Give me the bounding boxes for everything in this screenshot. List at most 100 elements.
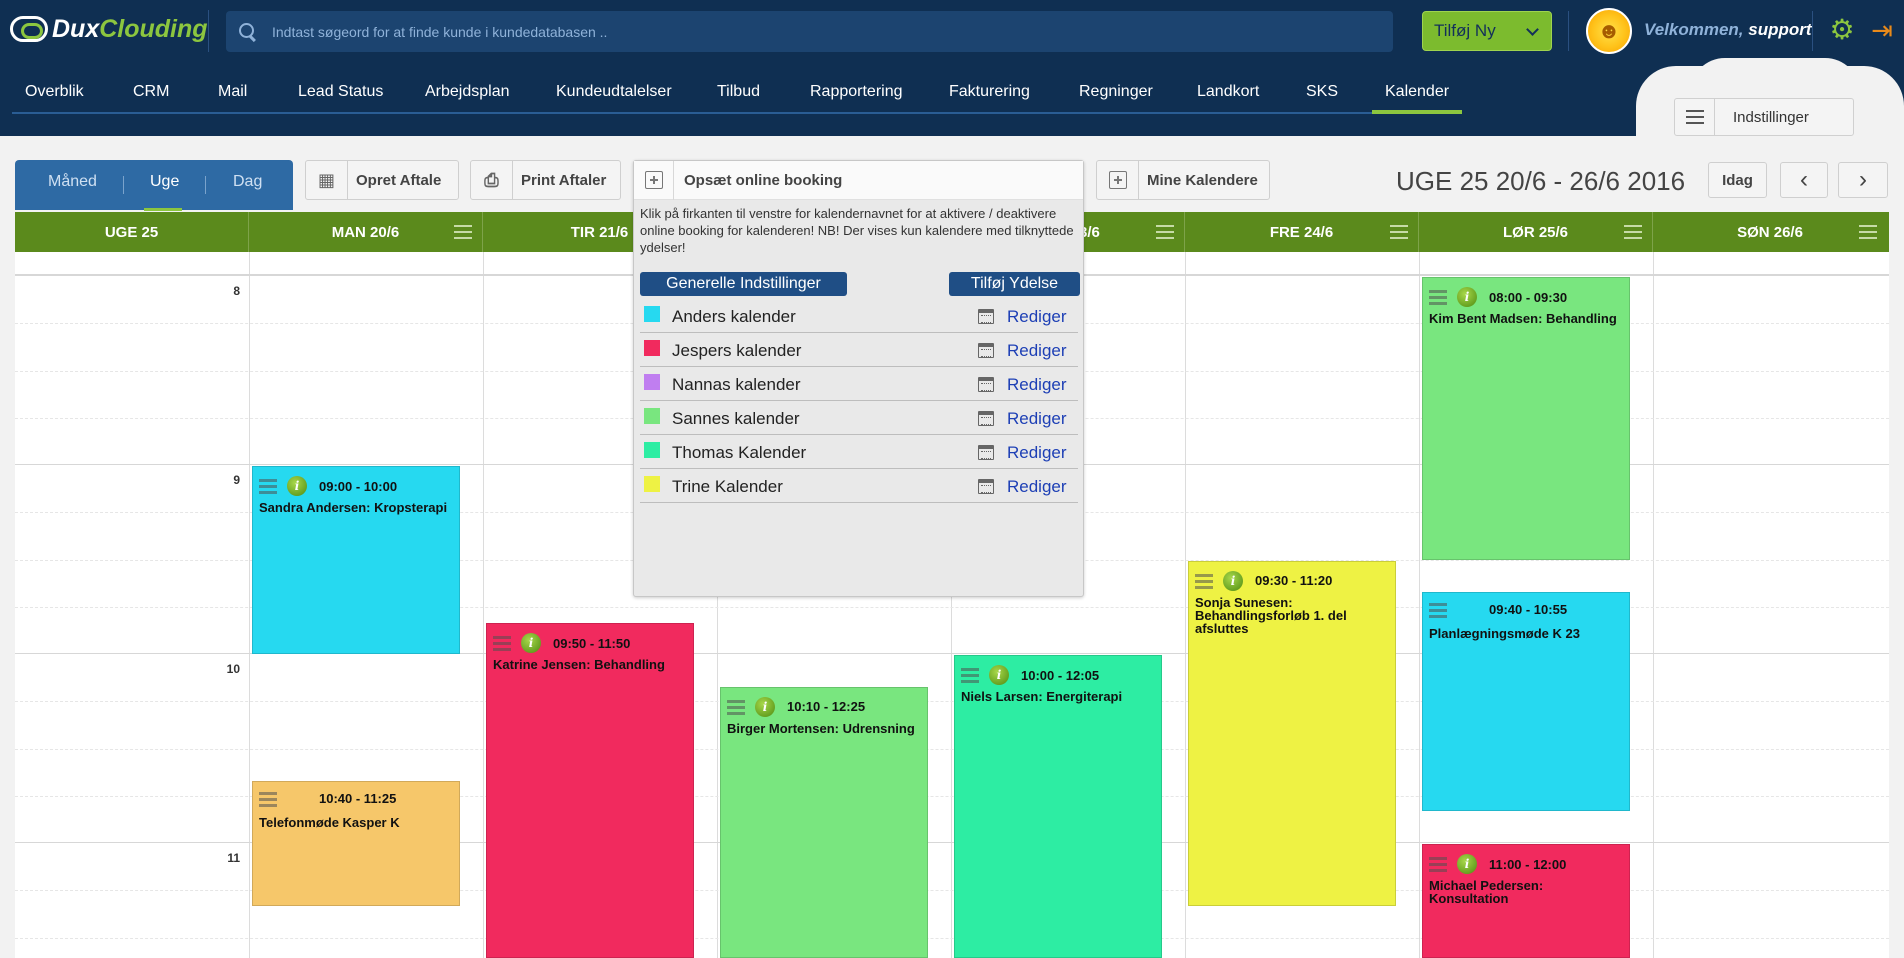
- booking-toggle-checkbox[interactable]: [644, 340, 660, 356]
- calendar-event[interactable]: i 10:10 - 12:25 Birger Mortensen: Udrensni…: [720, 686, 928, 958]
- today-button[interactable]: Idag: [1708, 162, 1767, 198]
- print-appointments-button[interactable]: ⎙ Print Aftaler: [470, 160, 621, 200]
- event-header: i 10:00 - 12:05: [961, 665, 1099, 685]
- nav-item-crm[interactable]: CRM: [133, 83, 170, 100]
- quarter-line: [15, 890, 1889, 892]
- calendar-event[interactable]: i 09:00 - 10:00 Sandra Andersen: Kropstera…: [252, 466, 460, 654]
- day-header: SØN 26/6: [1653, 212, 1887, 252]
- hour-label: 11: [227, 851, 240, 865]
- booking-toggle-checkbox[interactable]: [644, 408, 660, 424]
- gear-icon[interactable]: ⚙: [1829, 14, 1855, 45]
- calendar-event[interactable]: i 10:00 - 12:05 Niels Larsen: Energiterapi: [954, 655, 1162, 958]
- nav-item-regninger[interactable]: Regninger: [1079, 83, 1153, 100]
- my-calendars-button[interactable]: Mine Kalendere: [1096, 160, 1270, 200]
- search-input[interactable]: Indtast søgeord for at finde kunde i kun…: [272, 23, 608, 40]
- app-logo[interactable]: Dux Clouding: [10, 10, 208, 48]
- create-appointment-button[interactable]: ▦ Opret Aftale: [305, 160, 459, 200]
- day-menu-icon[interactable]: [454, 225, 472, 239]
- day-menu-icon[interactable]: [1859, 225, 1877, 239]
- nav-item-lead-status[interactable]: Lead Status: [298, 83, 384, 100]
- calendar-event[interactable]: i 08:00 - 09:30 Kim Bent Madsen: Behandlin…: [1422, 277, 1630, 560]
- booking-toggle-checkbox[interactable]: [644, 374, 660, 390]
- nav-item-sks[interactable]: SKS: [1306, 83, 1339, 100]
- calendar-icon[interactable]: [978, 479, 994, 494]
- create-appointment-label: Opret Aftale: [356, 171, 442, 189]
- calendar-event[interactable]: i 09:50 - 11:50 Katrine Jensen: Behandling: [486, 623, 694, 958]
- search-bar[interactable]: Indtast søgeord for at finde kunde i kun…: [226, 11, 1393, 52]
- general-settings-button[interactable]: Generelle Indstillinger: [640, 272, 847, 296]
- info-icon[interactable]: i: [1223, 570, 1243, 591]
- next-week-button[interactable]: ›: [1838, 162, 1888, 198]
- tab-week[interactable]: Uge: [150, 173, 180, 190]
- event-title: Sonja Sunesen: Behandlingsforløb 1. del …: [1195, 594, 1347, 636]
- nav-item-rapportering[interactable]: Rapportering: [810, 83, 903, 100]
- edit-link[interactable]: Rediger: [1007, 307, 1067, 326]
- list-icon: [961, 668, 979, 683]
- view-tabs: [15, 160, 293, 210]
- calendar-icon[interactable]: [978, 411, 994, 426]
- calendar-icon[interactable]: [978, 377, 994, 392]
- quarter-line: [15, 748, 1889, 750]
- settings-button[interactable]: Indstillinger: [1674, 98, 1854, 136]
- column-divider: [1419, 252, 1420, 958]
- calendar-event[interactable]: i 09:30 - 11:20 Sonja Sunesen: Behandlings…: [1188, 560, 1396, 906]
- event-title: Telefonmøde Kasper K: [259, 815, 400, 831]
- nav-item-kalender[interactable]: Kalender: [1385, 83, 1450, 100]
- info-icon[interactable]: i: [755, 696, 775, 717]
- booking-toggle-checkbox[interactable]: [644, 476, 660, 492]
- info-icon[interactable]: i: [1457, 287, 1477, 307]
- user-name: support: [1748, 20, 1812, 39]
- sun-avatar-icon[interactable]: ☻: [1586, 8, 1632, 54]
- tab-separator: [123, 176, 124, 194]
- event-title: Planlægningsmøde K 23: [1429, 626, 1580, 642]
- event-title: Kim Bent Madsen: Behandling: [1429, 311, 1617, 326]
- day-menu-icon[interactable]: [1390, 225, 1408, 239]
- event-title: Michael Pedersen: Konsultation: [1429, 878, 1544, 906]
- nav-item-kundeudtalelser[interactable]: Kundeudtalelser: [556, 83, 672, 100]
- info-icon[interactable]: i: [989, 665, 1009, 685]
- settings-label: Indstillinger: [1733, 108, 1809, 126]
- tab-month[interactable]: Måned: [48, 173, 97, 190]
- info-icon[interactable]: i: [1457, 854, 1477, 874]
- nav-item-overblik[interactable]: Overblik: [25, 83, 84, 100]
- booking-calendar-name: Jespers kalender: [672, 341, 802, 360]
- event-time: 09:50 - 11:50: [553, 635, 631, 651]
- edit-link[interactable]: Rediger: [1007, 409, 1067, 428]
- booking-toggle-checkbox[interactable]: [644, 306, 660, 322]
- info-icon[interactable]: i: [521, 633, 541, 654]
- prev-week-button[interactable]: ‹: [1780, 162, 1828, 198]
- calendar-event[interactable]: i 11:00 - 12:00 Michael Pedersen: Konsulta…: [1422, 844, 1630, 958]
- calendar-icon[interactable]: [978, 309, 994, 324]
- event-time: 11:00 - 12:00: [1489, 856, 1567, 872]
- booking-toggle-checkbox[interactable]: [644, 442, 660, 458]
- edit-link[interactable]: Rediger: [1007, 375, 1067, 394]
- list-icon: [1429, 290, 1447, 305]
- calendar-icon[interactable]: [978, 343, 994, 358]
- calendar-event[interactable]: 10:40 - 11:25 Telefonmøde Kasper K: [252, 781, 460, 906]
- event-time: 08:00 - 09:30: [1489, 289, 1568, 305]
- edit-link[interactable]: Rediger: [1007, 341, 1067, 360]
- printer-icon: ⎙: [471, 161, 513, 199]
- plus-square-icon: [634, 160, 674, 200]
- calendar-icon[interactable]: [978, 445, 994, 460]
- popup-description: Klik på firkanten til venstre for kalend…: [640, 206, 1074, 255]
- nav-item-mail[interactable]: Mail: [218, 83, 248, 100]
- day-menu-icon[interactable]: [1624, 225, 1642, 239]
- calendar-event[interactable]: 09:40 - 10:55 Planlægningsmøde K 23: [1422, 592, 1630, 812]
- booking-calendar-name: Trine Kalender: [672, 477, 783, 496]
- nav-item-arbejdsplan[interactable]: Arbejdsplan: [425, 83, 510, 100]
- logout-icon[interactable]: ⇥: [1871, 15, 1893, 45]
- add-service-button[interactable]: Tilføj Ydelse: [949, 272, 1080, 296]
- nav-item-fakturering[interactable]: Fakturering: [949, 83, 1030, 100]
- tab-day[interactable]: Dag: [233, 173, 263, 190]
- popup-header[interactable]: Opsæt online booking: [634, 160, 1083, 200]
- edit-link[interactable]: Rediger: [1007, 443, 1067, 462]
- nav-item-tilbud[interactable]: Tilbud: [717, 83, 760, 100]
- day-header: LØR 25/6: [1419, 212, 1653, 252]
- column-divider: [1653, 252, 1654, 958]
- edit-link[interactable]: Rediger: [1007, 477, 1067, 496]
- day-menu-icon[interactable]: [1156, 225, 1174, 239]
- add-new-button[interactable]: Tilføj Ny: [1422, 11, 1552, 51]
- nav-item-landkort[interactable]: Landkort: [1197, 83, 1260, 100]
- info-icon[interactable]: i: [287, 476, 307, 496]
